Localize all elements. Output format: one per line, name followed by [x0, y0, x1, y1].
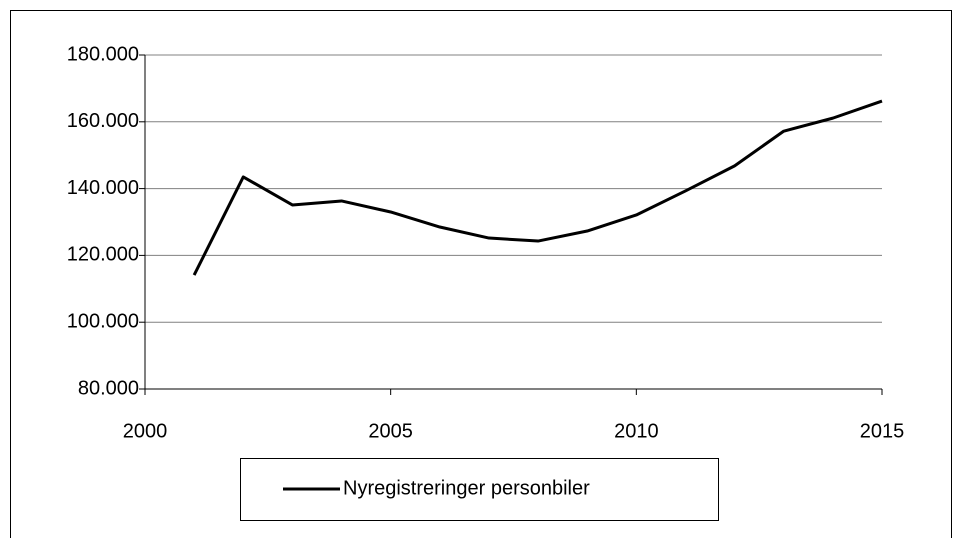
x-tick-label: 2005: [368, 420, 413, 442]
y-tick-label: 180.000: [67, 43, 139, 65]
chart-frame: [10, 10, 952, 538]
legend-label: Nyregistreringer personbiler: [343, 477, 590, 499]
legend-box: [240, 458, 719, 521]
x-tick-label: 2015: [860, 420, 905, 442]
x-tick-label: 2000: [123, 420, 168, 442]
data-line: [192, 99, 883, 276]
y-tick-label: 80.000: [78, 377, 139, 399]
y-tick-label: 160.000: [67, 110, 139, 132]
y-tick-label: 100.000: [67, 310, 139, 332]
x-tick-label: 2010: [614, 420, 659, 442]
y-tick-label: 140.000: [67, 177, 139, 199]
y-tick-label: 120.000: [67, 244, 139, 266]
